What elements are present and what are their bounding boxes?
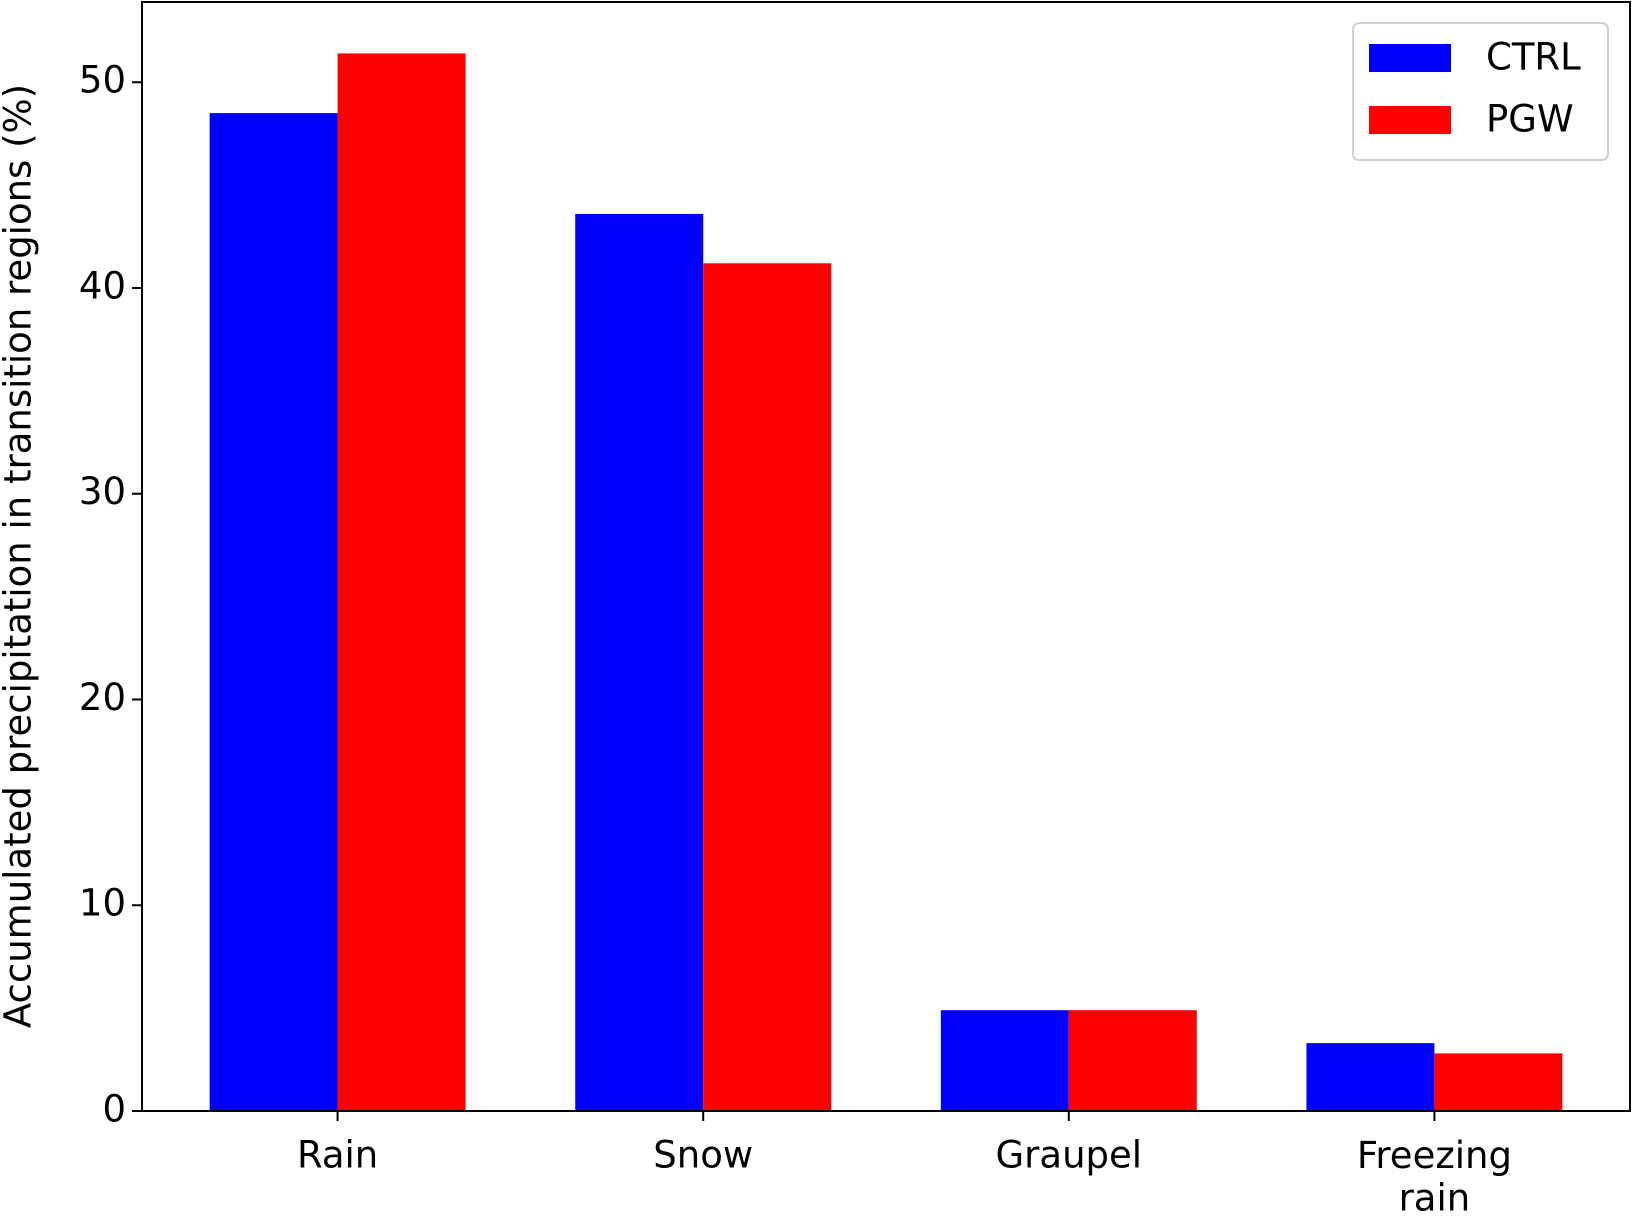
y-tick-label: 50 xyxy=(79,59,126,102)
x-tick-label: Snow xyxy=(653,1134,753,1177)
x-tick-label: Graupel xyxy=(996,1134,1143,1177)
bar xyxy=(940,1010,1069,1111)
y-tick-label: 30 xyxy=(79,470,126,513)
y-tick-label: 20 xyxy=(79,676,126,719)
bar xyxy=(1306,1043,1435,1111)
legend-swatch xyxy=(1369,106,1451,134)
y-axis-label: Accumulated precipitation in transition … xyxy=(0,84,40,1028)
y-tick-label: 10 xyxy=(79,882,126,925)
y-tick-label: 40 xyxy=(79,264,126,307)
legend-swatch xyxy=(1369,44,1451,72)
bar xyxy=(209,113,338,1111)
plot-frame xyxy=(141,1,1631,1112)
legend-label: CTRL xyxy=(1486,36,1581,79)
x-tick-label: Rain xyxy=(297,1134,378,1177)
bar xyxy=(1434,1053,1563,1111)
bar xyxy=(703,263,832,1111)
bar xyxy=(337,53,466,1111)
bar xyxy=(1068,1010,1197,1111)
y-tick-label: 0 xyxy=(102,1088,126,1131)
bar xyxy=(575,213,704,1111)
x-tick-label: Freezing rain xyxy=(1357,1134,1512,1220)
legend-label: PGW xyxy=(1486,98,1574,141)
